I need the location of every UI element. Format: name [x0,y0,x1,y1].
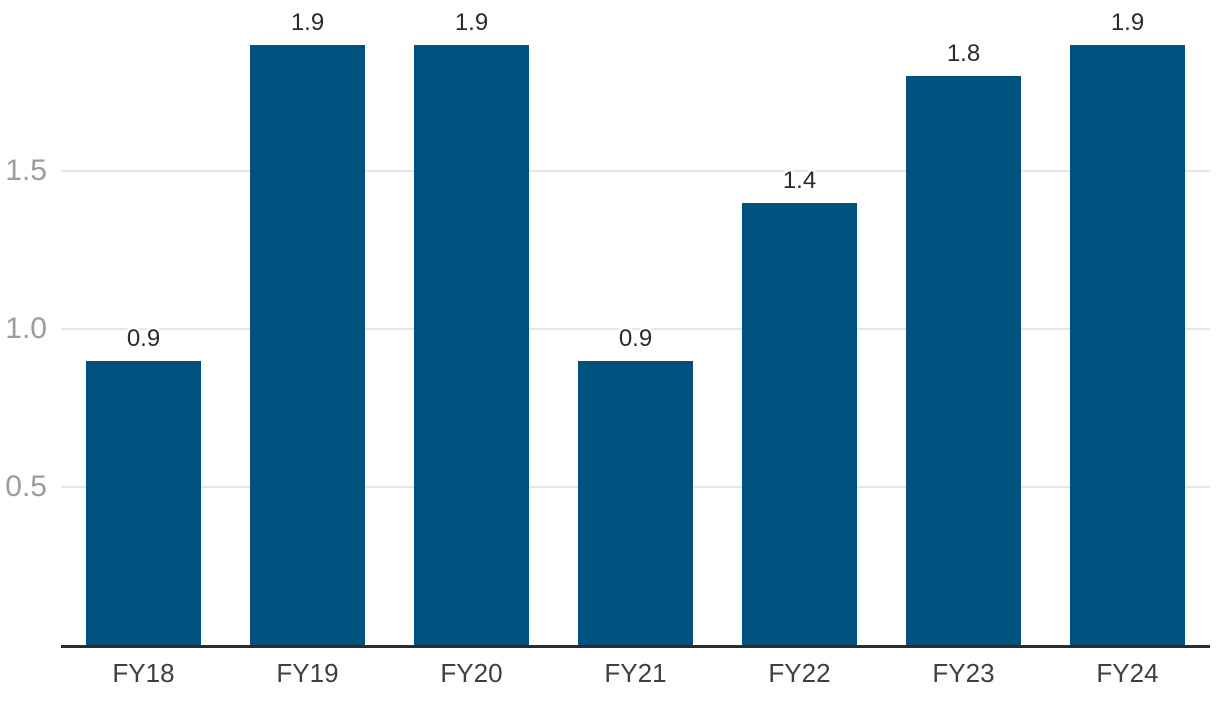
bar [1070,45,1185,645]
x-axis-category-label: FY21 [604,658,667,688]
x-axis-category-label: FY18 [112,658,175,688]
bar-value-label: 0.9 [126,325,161,352]
y-axis-tick-label: 1.0 [5,312,47,345]
bar [414,45,529,645]
bar [742,203,857,645]
bar-value-label: 1.9 [290,9,325,36]
bar [86,361,201,645]
x-axis-line [61,645,1210,648]
gridline [61,328,1210,330]
x-axis-category-label: FY20 [440,658,503,688]
x-axis-category-label: FY19 [276,658,339,688]
bar-value-label: 0.9 [618,325,653,352]
bar [250,45,365,645]
x-axis-category-label: FY24 [1096,658,1159,688]
bar-value-label: 1.9 [454,9,489,36]
bar-value-label: 1.9 [1110,9,1145,36]
y-axis-tick-label: 1.5 [5,154,47,187]
x-axis-category-label: FY23 [932,658,995,688]
bar [906,76,1021,645]
bar-value-label: 1.8 [946,40,981,67]
x-axis-category-label: FY22 [768,658,831,688]
bar-value-label: 1.4 [782,167,817,194]
gridline [61,170,1210,172]
y-axis-tick-label: 0.5 [5,470,47,503]
bar [578,361,693,645]
